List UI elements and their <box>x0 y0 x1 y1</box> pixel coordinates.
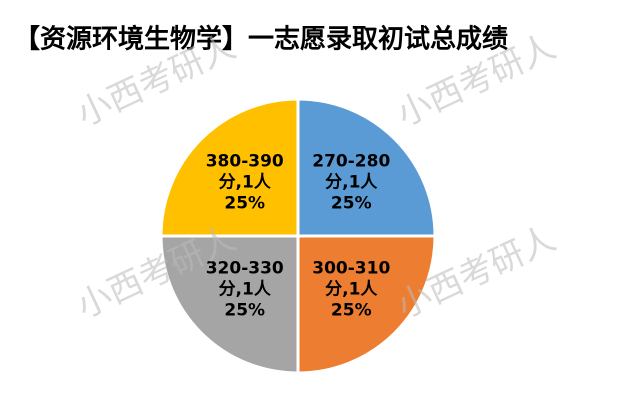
slice-value-label: 分,1人 <box>219 173 272 193</box>
slice-percent-label: 25% <box>224 300 265 320</box>
slice-category: 270-280 <box>312 152 390 172</box>
chart-title: 【资源环境生物学】一志愿录取初试总成绩 <box>14 24 508 55</box>
slice-percent-label: 25% <box>331 300 372 320</box>
pie-slice <box>159 97 300 238</box>
pie-slice <box>296 234 437 375</box>
pie-slice <box>159 234 300 375</box>
slice-value-label: 分,1人 <box>325 279 378 299</box>
slice-value-label: 分,1人 <box>325 173 378 193</box>
slice-category: 380-390 <box>206 152 284 172</box>
slice-percent-label: 25% <box>224 194 265 214</box>
slice-category: 300-310 <box>312 258 390 278</box>
pie-slice <box>296 97 437 238</box>
slice-value-label: 分,1人 <box>219 279 272 299</box>
slice-category: 320-330 <box>206 258 284 278</box>
slice-percent-label: 25% <box>331 194 372 214</box>
